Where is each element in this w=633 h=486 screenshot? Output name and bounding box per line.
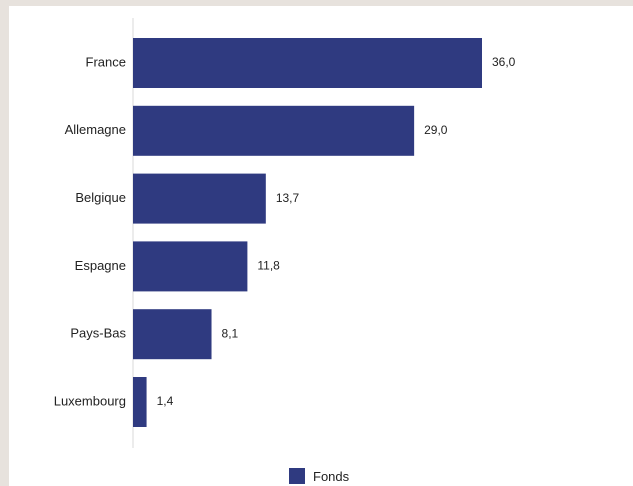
value-label: 13,7 xyxy=(276,191,300,205)
category-label: Pays-Bas xyxy=(70,326,126,341)
value-label: 29,0 xyxy=(424,123,448,137)
bar-luxembourg xyxy=(133,377,147,427)
value-label: 11,8 xyxy=(257,259,280,273)
category-label: Allemagne xyxy=(65,122,126,137)
category-label: France xyxy=(86,54,126,69)
bars-group xyxy=(133,38,482,427)
value-labels: 36,0 29,0 13,7 11,8 8,1 1,4 xyxy=(157,55,516,408)
bar-allemagne xyxy=(133,105,415,156)
bar-espagne xyxy=(133,241,248,292)
legend: Fonds xyxy=(289,468,349,484)
bar-pays-bas xyxy=(133,309,212,360)
category-label: Luxembourg xyxy=(54,393,126,408)
value-label: 8,1 xyxy=(222,326,239,340)
category-label: Espagne xyxy=(75,258,126,273)
legend-swatch xyxy=(289,468,305,484)
chart-panel: France Allemagne Belgique Espagne Pays-Bas Lu… xyxy=(9,6,633,486)
bar-france xyxy=(133,38,482,88)
legend-label: Fonds xyxy=(313,468,350,484)
category-label: Belgique xyxy=(75,190,126,205)
value-label: 1,4 xyxy=(157,394,174,408)
value-label: 36,0 xyxy=(492,55,516,69)
bar-chart: France Allemagne Belgique Espagne Pays-Bas Lu… xyxy=(54,18,516,448)
category-labels: France Allemagne Belgique Espagne Pays-Bas Lu… xyxy=(54,54,127,408)
bar-belgique xyxy=(133,173,266,224)
